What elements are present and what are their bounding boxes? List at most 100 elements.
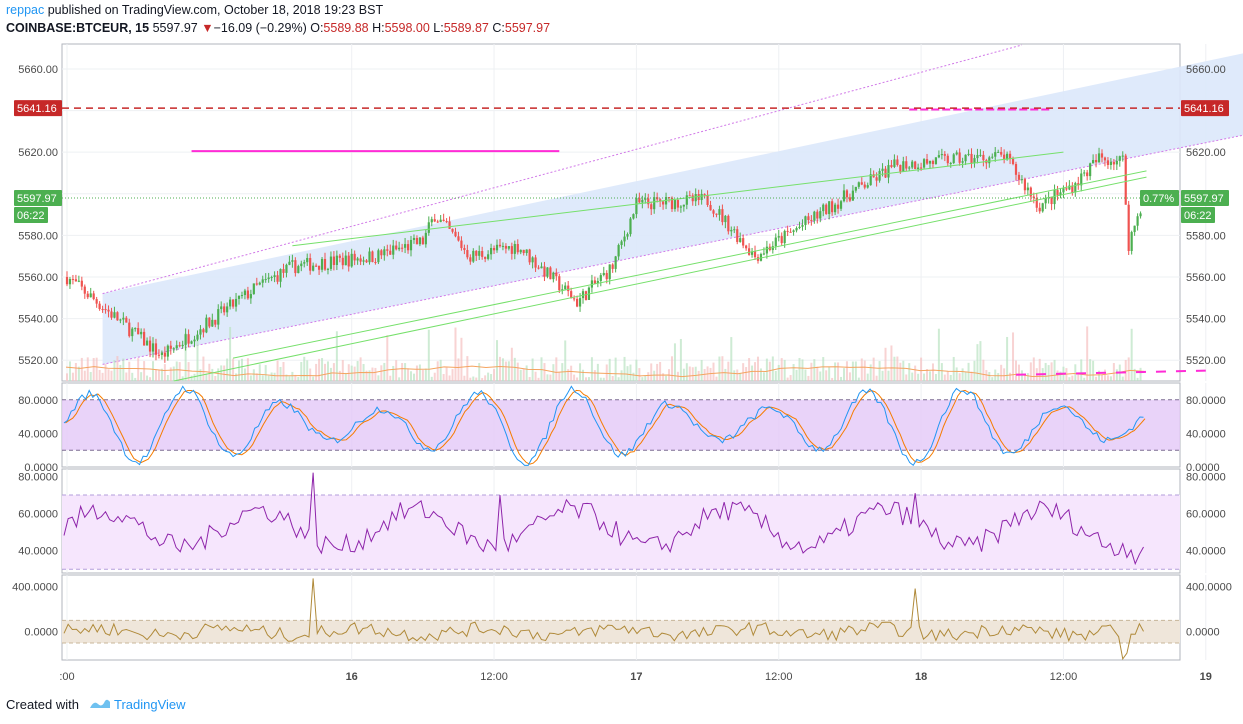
volume-bar [650, 363, 653, 381]
volume-bar [143, 361, 146, 381]
volume-bar [190, 375, 193, 381]
volume-bar [1023, 374, 1026, 381]
volume-bar [457, 358, 460, 381]
volume-bar [1053, 359, 1056, 381]
candle-body [107, 309, 110, 312]
candle-body [190, 341, 193, 344]
candle-body [288, 261, 291, 265]
candle-body [454, 231, 457, 237]
resistance-price-tag-left: 5641.16 [17, 103, 57, 115]
candle-body [249, 294, 252, 299]
published-text: published on TradingView.com, October 18… [47, 3, 384, 17]
volume-bar [771, 356, 774, 381]
volume-bar [1074, 364, 1077, 381]
volume-bar [1089, 359, 1092, 381]
candle-body [934, 157, 938, 165]
volume-bar [866, 373, 869, 381]
tradingview-brand[interactable]: TradingView [114, 697, 186, 712]
volume-bar [238, 360, 241, 381]
candle-body [412, 237, 416, 240]
stoch-axis-label-left: 40.0000 [18, 428, 58, 440]
tradingview-logo-icon[interactable] [89, 698, 111, 710]
volume-bar [656, 363, 659, 381]
candle-body [403, 244, 407, 248]
candle-body [86, 293, 89, 298]
volume-bar [620, 370, 623, 381]
volume-bar [768, 361, 771, 381]
candle-body [510, 246, 513, 254]
price-axis-label-left: 5520.00 [18, 355, 58, 367]
volume-bar [273, 372, 276, 381]
volume-bar [555, 357, 558, 381]
volume-bar [430, 376, 433, 381]
candle-body [1059, 192, 1062, 196]
candle-body [857, 182, 860, 187]
chart-canvas[interactable]: 5660.005660.005640.005640.005620.005620.… [0, 40, 1243, 695]
volume-bar [490, 374, 493, 381]
candle-body [967, 153, 970, 155]
volume-bar [368, 370, 371, 381]
time-axis-label: 16 [346, 671, 358, 683]
publisher-link[interactable]: reppac [6, 3, 45, 17]
candle-body [246, 290, 250, 299]
candle-body [792, 230, 795, 232]
volume-bar [573, 374, 576, 381]
candle-body [211, 319, 214, 327]
volume-bar [501, 358, 504, 381]
volume-bar [908, 363, 911, 381]
candle-body [994, 152, 997, 157]
volume-bar [315, 363, 318, 381]
volume-bar [665, 375, 668, 381]
candle-body [1003, 154, 1006, 160]
volume-bar [122, 358, 125, 381]
time-axis-label: :00 [59, 671, 74, 683]
candle-body [98, 303, 101, 310]
percent-tag-bg [1140, 190, 1179, 207]
candle-body [780, 236, 783, 244]
pane-frame [61, 574, 1181, 661]
candle-body [184, 334, 187, 345]
candle-body [457, 236, 460, 241]
candle-body [798, 226, 801, 229]
volume-bar [751, 365, 754, 381]
candle-body [445, 221, 448, 223]
candle-body [326, 268, 330, 270]
candle-body [119, 319, 122, 321]
candle-body [1071, 185, 1074, 193]
volume-bar [137, 358, 140, 381]
volume-bar [1139, 367, 1142, 381]
candle-body [810, 220, 813, 222]
candle-body [715, 213, 718, 215]
volume-bar [736, 369, 739, 381]
volume-bar [1056, 370, 1059, 381]
candle-body [540, 266, 543, 269]
candle-body [175, 345, 178, 349]
volume-bar [567, 369, 570, 381]
volume-bar [404, 363, 407, 381]
volume-bar [905, 374, 908, 381]
volume-bar [703, 369, 706, 381]
candle-body [771, 246, 774, 251]
candle-body [943, 154, 946, 156]
candle-body [1118, 156, 1121, 161]
volume-bar [629, 364, 632, 381]
volume-bar [160, 368, 163, 381]
volume-bar [952, 356, 955, 381]
volume-bar [1124, 359, 1127, 381]
volume-bar [318, 358, 321, 381]
candle-body [952, 154, 955, 164]
candle-body [638, 198, 641, 203]
volume-bar [635, 359, 638, 381]
candle-body [89, 293, 92, 298]
candle-body [264, 279, 267, 281]
volume-bar [451, 369, 454, 381]
candle-body [653, 197, 656, 210]
candle-body [884, 168, 887, 178]
volume-bar [80, 357, 83, 381]
trend-line-bottom-2 [232, 170, 1147, 359]
candle-body [670, 197, 674, 210]
volume-bar [240, 358, 243, 381]
candle-body [172, 348, 175, 350]
volume-bar [641, 377, 644, 381]
candle-body [584, 291, 588, 300]
